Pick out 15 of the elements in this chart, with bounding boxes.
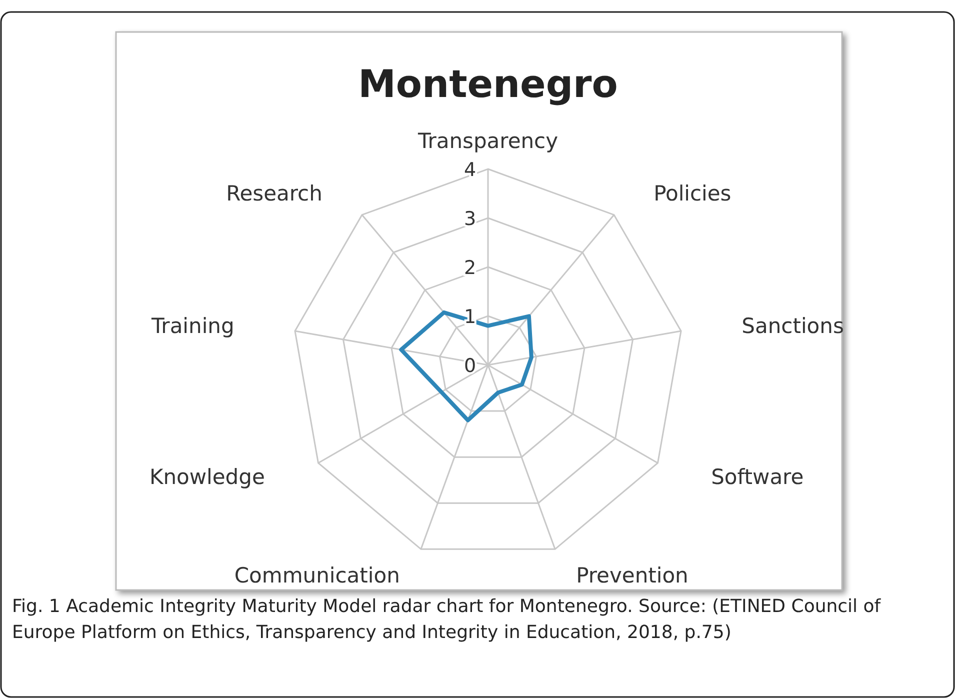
y-tick-label: 3 bbox=[464, 208, 476, 230]
spoke-label: Research bbox=[226, 181, 322, 206]
caption: Fig. 1 Academic Integrity Maturity Model radar chart for Montenegro. Source: (ETINED Council of Europe Platform on Ethics, Transparency and Integrity in Education, 2018, p.75) bbox=[12, 596, 882, 643]
spoke-label: Prevention bbox=[576, 563, 688, 588]
spoke-label: Knowledge bbox=[149, 465, 265, 489]
spoke-label: Communication bbox=[234, 563, 400, 588]
y-tick-label: 0 bbox=[464, 355, 476, 377]
chart-title: Montenegro bbox=[358, 62, 618, 106]
spoke-label: Sanctions bbox=[742, 314, 844, 338]
y-tick-label: 4 bbox=[464, 159, 476, 181]
spoke-label: Training bbox=[150, 314, 234, 338]
spoke-label: Software bbox=[711, 465, 804, 489]
y-tick-label: 2 bbox=[464, 257, 476, 279]
spoke-label: Policies bbox=[654, 181, 732, 206]
spoke-label: Transparency bbox=[416, 129, 558, 153]
